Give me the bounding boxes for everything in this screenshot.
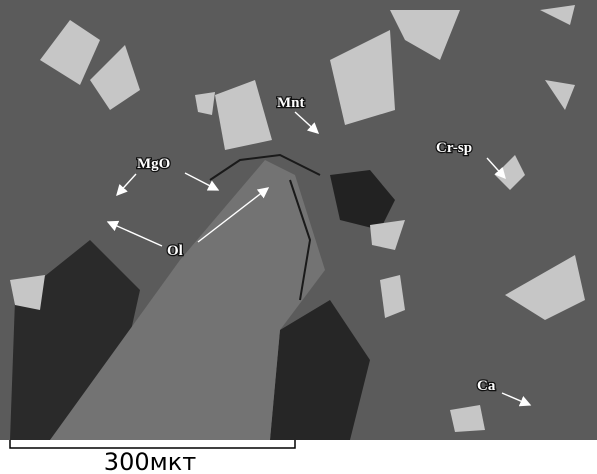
scale-bar: 300мкт xyxy=(10,440,295,474)
label: MgO xyxy=(137,156,170,172)
micrograph: Mnt MgO Cr-sp Ol Ca xyxy=(0,0,597,440)
label: Ol xyxy=(167,243,183,259)
micrograph-page: Mnt MgO Cr-sp Ol Ca 300мкт xyxy=(0,0,597,474)
label: Ca xyxy=(477,378,496,394)
scale-label: 300мкт xyxy=(104,448,196,474)
label: Mnt xyxy=(277,95,305,111)
label: Cr-sp xyxy=(436,140,472,156)
